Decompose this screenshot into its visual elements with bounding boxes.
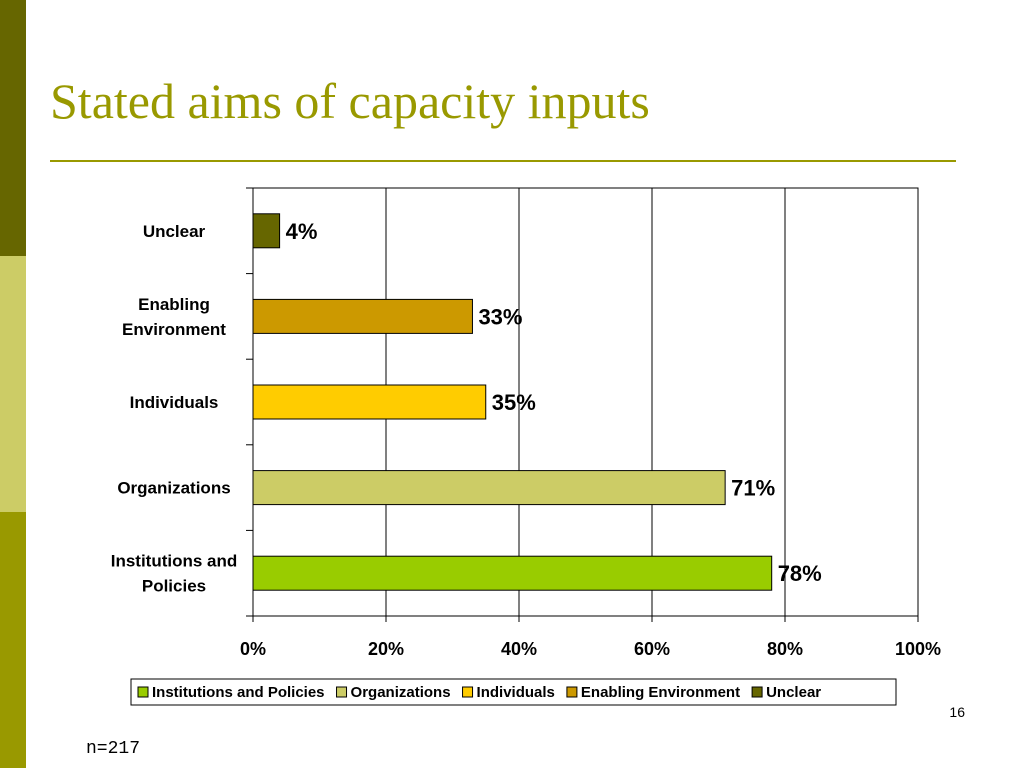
data-label-individuals: 35% — [492, 390, 536, 415]
legend-swatch-organizations — [336, 686, 348, 698]
legend-label-unclear: Unclear — [766, 684, 821, 701]
category-label: Enabling — [138, 295, 210, 314]
x-tick-label: 100% — [895, 639, 941, 659]
side-band-middle — [0, 256, 26, 512]
x-tick-label: 60% — [634, 639, 670, 659]
bar-individuals — [252, 384, 487, 420]
data-label-unclear: 4% — [286, 219, 318, 244]
legend-label-enabling-environment: Enabling Environment — [581, 684, 740, 701]
x-tick-label: 0% — [240, 639, 266, 659]
data-label-organizations: 71% — [731, 476, 775, 501]
data-label-enabling-environment: 33% — [478, 304, 522, 329]
side-band-top — [0, 0, 26, 256]
legend-label-institutions-and-policies: Institutions and Policies — [152, 684, 325, 701]
category-label: Individuals — [130, 393, 219, 412]
category-label: Institutions and — [111, 552, 238, 571]
legend-swatch-unclear — [751, 686, 763, 698]
legend-label-organizations: Organizations — [351, 684, 451, 701]
side-band-bottom — [0, 512, 26, 768]
category-label: Policies — [142, 577, 206, 596]
x-tick-label: 40% — [501, 639, 537, 659]
bar-institutions-and-policies — [252, 555, 773, 591]
category-label: Unclear — [143, 222, 206, 241]
legend-box — [130, 678, 897, 706]
slide-title: Stated aims of capacity inputs — [50, 73, 650, 129]
x-tick-label: 80% — [767, 639, 803, 659]
legend-label-individuals: Individuals — [477, 684, 555, 701]
legend-swatch-institutions-and-policies — [137, 686, 149, 698]
bar-organizations — [252, 470, 726, 506]
title-underline — [50, 160, 956, 162]
bar-enabling-environment — [252, 298, 473, 334]
sample-size-note: n=217 — [86, 739, 141, 759]
bar-unclear — [252, 213, 281, 249]
category-label: Organizations — [117, 479, 230, 498]
x-tick-label: 20% — [368, 639, 404, 659]
legend-swatch-individuals — [462, 686, 474, 698]
page-number: 16 — [949, 704, 965, 720]
category-label: Environment — [122, 320, 226, 339]
legend-swatch-enabling-environment — [566, 686, 578, 698]
data-label-institutions-and-policies: 78% — [778, 561, 822, 586]
